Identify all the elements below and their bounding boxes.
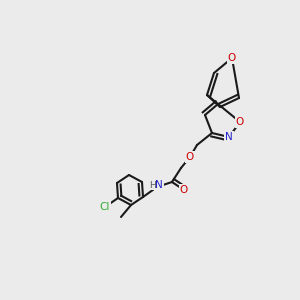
Text: O: O xyxy=(228,53,236,63)
Text: H: H xyxy=(148,181,155,190)
Text: O: O xyxy=(186,152,194,162)
Text: Cl: Cl xyxy=(100,202,110,212)
Text: O: O xyxy=(236,117,244,127)
Text: N: N xyxy=(225,132,233,142)
Text: N: N xyxy=(155,180,163,190)
Text: O: O xyxy=(180,185,188,195)
